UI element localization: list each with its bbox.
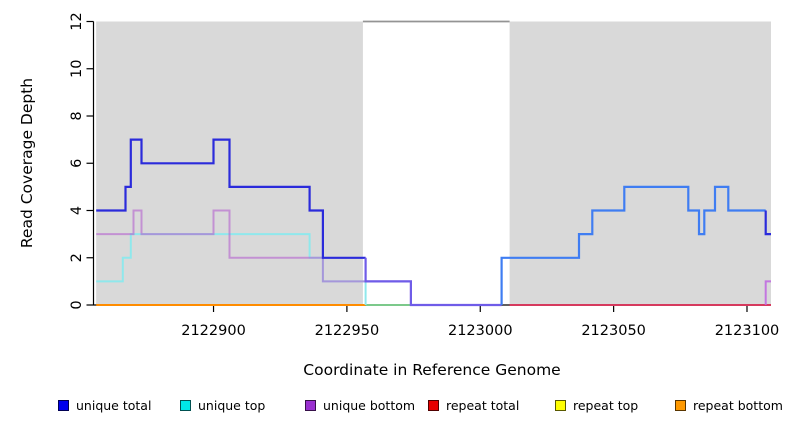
x-axis-title: Coordinate in Reference Genome bbox=[303, 361, 560, 379]
y-tick-label: 8 bbox=[69, 111, 85, 120]
legend-label: repeat top bbox=[573, 397, 639, 413]
repeat-region bbox=[509, 21, 771, 305]
line-unique-total-right bbox=[500, 185, 766, 305]
line-unique-total-edge-stub bbox=[764, 210, 771, 236]
repeat-top-swatch bbox=[555, 399, 566, 411]
y-tick-label: 12 bbox=[69, 12, 85, 30]
chart-legend: unique total unique top unique bottom repea… bbox=[0, 396, 792, 420]
x-tick-label: 2123100 bbox=[715, 323, 780, 339]
unique-total-swatch bbox=[58, 399, 69, 411]
y-tick-label: 10 bbox=[69, 60, 85, 78]
unique-bottom-swatch bbox=[305, 399, 316, 411]
legend-label: repeat total bbox=[446, 397, 520, 413]
repeat-bottom-swatch bbox=[675, 399, 686, 411]
coverage-chart: 0 2 4 6 8 10 12 2122900 2122950 2123000 2123050 212… bbox=[18, 12, 779, 379]
line-unique-bottom-edge-stub bbox=[764, 280, 771, 305]
y-tick-label: 2 bbox=[69, 253, 85, 262]
repeat-region-shading bbox=[96, 20, 771, 305]
line-unique-total-left bbox=[96, 138, 366, 259]
legend-label: unique top bbox=[198, 397, 266, 413]
y-tick-label: 6 bbox=[69, 159, 85, 168]
x-tick-label: 2122900 bbox=[181, 323, 246, 339]
x-tick-label: 2123050 bbox=[581, 323, 646, 339]
y-tick-label: 0 bbox=[69, 300, 85, 309]
axes: 0 2 4 6 8 10 12 2122900 2122950 2123000 2123050 212… bbox=[69, 12, 779, 339]
legend-item-unique-bottom: unique bottom bbox=[305, 396, 415, 414]
line-unique-bottom-line bbox=[96, 209, 412, 305]
y-axis-title: Read Coverage Depth bbox=[18, 78, 36, 248]
legend-label: unique bottom bbox=[323, 397, 416, 413]
coverage-lines bbox=[96, 138, 771, 307]
line-unique-total-gap bbox=[364, 257, 502, 307]
legend-label: unique total bbox=[76, 397, 152, 413]
legend-label: repeat bottom bbox=[693, 397, 783, 413]
legend-item-unique-total: unique total bbox=[58, 396, 151, 414]
legend-item-repeat-top: repeat top bbox=[555, 396, 638, 414]
y-tick-label: 4 bbox=[69, 206, 85, 215]
unique-top-swatch bbox=[180, 399, 191, 411]
legend-item-repeat-total: repeat total bbox=[428, 396, 519, 414]
x-tick-label: 2122950 bbox=[315, 323, 380, 339]
repeat-total-swatch bbox=[428, 399, 439, 411]
x-tick-label: 2123000 bbox=[448, 323, 513, 339]
legend-item-unique-top: unique top bbox=[180, 396, 265, 414]
legend-item-repeat-bottom: repeat bottom bbox=[675, 396, 783, 414]
